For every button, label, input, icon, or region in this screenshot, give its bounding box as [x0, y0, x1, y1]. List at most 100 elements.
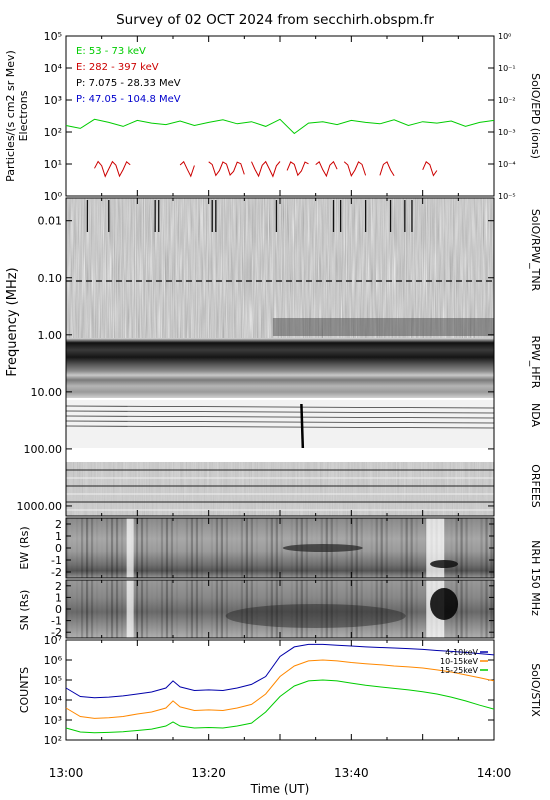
nrh-ew-y-tick-label: 1 — [55, 530, 62, 543]
stix-y-ticks: 10² 10³ 10⁴ 10⁵ 10⁶ 10⁷ — [44, 634, 494, 747]
nrh-stripe — [265, 580, 268, 638]
nrh-ew-y-label: EW (Rs) — [18, 526, 31, 569]
nrh-stripe — [101, 518, 103, 578]
nrh-bright-column — [126, 518, 134, 578]
nrh-stripe — [396, 580, 398, 638]
epd-y2-tick-label: 10⁻³ — [498, 128, 516, 137]
nrh-stripe — [151, 580, 153, 638]
nda-line — [65, 415, 495, 419]
nrh-stripe — [366, 518, 368, 578]
orfees-noise — [66, 462, 494, 516]
stix-y-tick-label: 10⁴ — [44, 694, 63, 707]
nda-line — [65, 425, 495, 429]
nrh-stripe — [280, 580, 283, 638]
nrh-ew-stripes — [66, 518, 493, 578]
nrh-stripe — [165, 580, 169, 638]
stix-series-line — [65, 643, 495, 699]
nrh-stripe — [465, 580, 468, 638]
nrh-stripe — [295, 580, 298, 638]
nrh-stripe — [140, 518, 144, 578]
radio-y-tick-label: 10.00 — [31, 386, 63, 399]
nrh-stripe — [475, 518, 477, 578]
nrh-stripe — [95, 518, 99, 578]
epd-legend: E: 53 - 73 keV E: 282 - 397 keV P: 7.075… — [76, 46, 181, 105]
nrh-stripe — [120, 580, 124, 638]
nrh-stripe — [170, 518, 174, 578]
nrh-stripe — [71, 518, 73, 578]
nrh-stripe — [231, 580, 233, 638]
nrh-stripe — [380, 518, 383, 578]
nrh-stripe — [105, 518, 109, 578]
stix-legend-15-25: 15-25keV — [440, 666, 479, 675]
nrh-stripe — [465, 518, 468, 578]
stix-y-tick-label: 10² — [44, 734, 62, 747]
radio-y-label: Frequency (MHz) — [5, 267, 20, 376]
nrh-stripe — [160, 518, 164, 578]
radio-y-tick-label: 100.00 — [24, 443, 63, 456]
epd-red-segment — [315, 160, 338, 178]
orfees-right-label: ORFEES — [529, 464, 542, 508]
epd-y-tick-label: 10³ — [44, 94, 62, 107]
nrh-stripe — [75, 518, 79, 578]
nrh-stripe — [305, 580, 308, 638]
nrh-stripe — [265, 518, 268, 578]
nrh-stripe — [485, 518, 488, 578]
nrh-stripe — [345, 580, 348, 638]
nrh-stripe — [195, 518, 199, 578]
nrh-sn-y-tick-label: -2 — [51, 626, 62, 639]
epd-y2-tick-label: 10⁰ — [498, 32, 511, 41]
nrh-stripe — [255, 580, 258, 638]
nrh-stripe — [335, 580, 338, 638]
nrh-stripe — [190, 580, 194, 638]
legend-entry-e-low: E: 53 - 73 keV — [76, 46, 146, 57]
nrh-stripe — [410, 518, 413, 578]
stix-y-label: COUNTS — [18, 667, 31, 713]
legend-entry-p-low: P: 7.075 - 28.33 MeV — [76, 78, 181, 89]
nrh-stripe — [290, 580, 293, 638]
nrh-stripe — [210, 580, 214, 638]
radio-gap — [66, 448, 494, 462]
radio-y-tick-label: 1000.00 — [17, 500, 63, 513]
nrh-stripe — [160, 580, 164, 638]
nrh-stripe — [80, 580, 84, 638]
time-axis-label: Time (UT) — [250, 782, 310, 796]
nrh-stripe — [396, 518, 398, 578]
nrh-stripe — [250, 518, 253, 578]
nrh-stripe — [355, 580, 358, 638]
nrh-sn-source — [430, 588, 459, 620]
epd-red-segment — [94, 160, 131, 178]
nrh-stripe — [450, 518, 453, 578]
nrh-stripe — [240, 580, 243, 638]
nrh-stripe — [240, 518, 243, 578]
epd-right-label: SolO/EPD (ions) — [529, 73, 542, 159]
nrh-stripe — [80, 518, 84, 578]
nrh-ew-y-tick-label: -2 — [51, 566, 62, 579]
tnr-right-label: SolO/RPW_TNR — [529, 209, 542, 292]
epd-red-segment — [379, 161, 395, 177]
nrh-stripe — [151, 518, 153, 578]
stix-legend-4-10: 4-10keV — [445, 648, 478, 657]
nrh-sn-y-tick-label: -1 — [51, 615, 62, 628]
nda-line — [65, 405, 495, 409]
nda-burst — [300, 403, 305, 449]
epd-red-segment — [179, 160, 195, 178]
nrh-stripe — [330, 580, 333, 638]
nrh-stripe — [90, 518, 94, 578]
epd-y-label: Particles/(s cm2 sr Mev) — [4, 50, 17, 182]
nda-line — [65, 420, 495, 424]
nrh-stripe — [115, 518, 119, 578]
stix-y-tick-label: 10⁵ — [44, 674, 62, 687]
nrh-stripe — [85, 580, 89, 638]
nrh-stripe — [245, 580, 248, 638]
tnr-bursts — [66, 200, 494, 336]
nrh-stripe — [460, 580, 463, 638]
nrh-stripe — [115, 580, 119, 638]
nrh-stripe — [275, 580, 278, 638]
nrh-stripe — [165, 518, 169, 578]
hfr-band — [66, 338, 494, 398]
epd-y2-tick-label: 10⁻⁴ — [498, 160, 516, 169]
nda-right-label: NDA — [529, 403, 542, 428]
nrh-stripe — [110, 518, 114, 578]
